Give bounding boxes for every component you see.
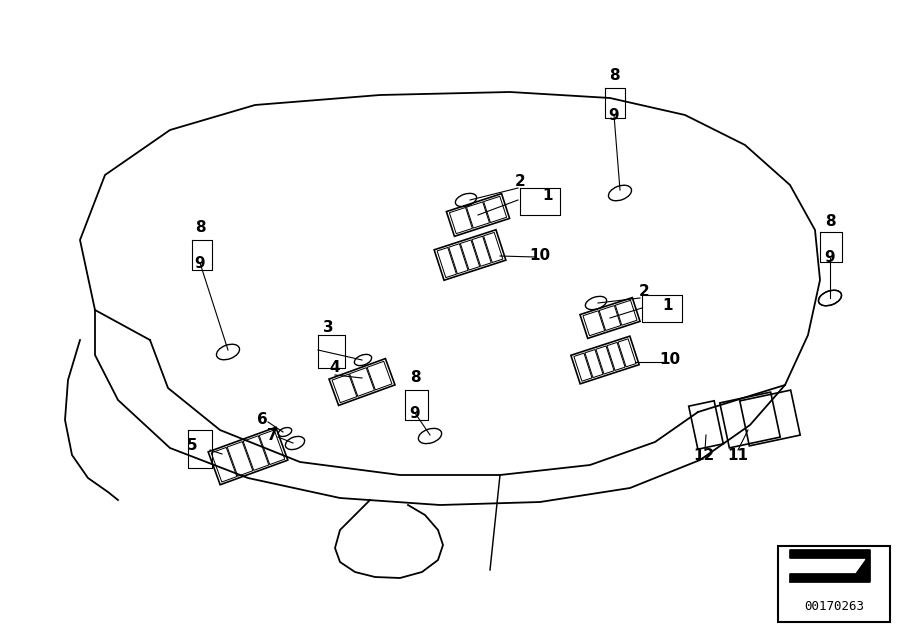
Text: 2: 2 (515, 174, 526, 190)
Bar (618, 339, 636, 367)
Bar (212, 447, 237, 482)
Text: 11: 11 (727, 448, 749, 462)
Bar (208, 427, 288, 485)
Text: 9: 9 (824, 251, 835, 265)
Bar (616, 300, 637, 325)
Bar (740, 390, 800, 446)
Text: 2: 2 (639, 284, 650, 300)
Bar (449, 244, 468, 274)
Bar (460, 240, 480, 270)
Bar (243, 436, 269, 471)
Bar (580, 298, 640, 338)
Text: 8: 8 (194, 221, 205, 235)
Bar (596, 346, 614, 374)
Bar (599, 305, 621, 331)
Text: 1: 1 (662, 298, 673, 312)
Bar (434, 230, 506, 280)
Bar (332, 374, 357, 403)
Bar (329, 359, 395, 405)
Text: 9: 9 (608, 107, 619, 123)
Bar (466, 202, 490, 228)
Bar (367, 361, 392, 390)
Text: 10: 10 (660, 352, 680, 368)
Bar (585, 350, 603, 378)
Bar (720, 392, 780, 448)
Text: 6: 6 (256, 413, 267, 427)
Polygon shape (790, 550, 870, 582)
Bar (778, 546, 890, 622)
Bar (349, 368, 374, 396)
Text: 12: 12 (693, 448, 715, 462)
Bar (688, 401, 724, 449)
Text: 4: 4 (329, 361, 340, 375)
Bar (227, 441, 253, 476)
Bar (472, 236, 491, 266)
Bar (571, 336, 639, 384)
Text: 9: 9 (410, 406, 420, 420)
Text: 8: 8 (410, 371, 420, 385)
Bar (607, 342, 625, 370)
Bar (574, 353, 592, 381)
Text: 3: 3 (323, 321, 333, 336)
Text: 10: 10 (529, 247, 551, 263)
Text: 00170263: 00170263 (804, 600, 864, 613)
Bar (583, 311, 605, 336)
Text: 5: 5 (186, 438, 197, 452)
Text: 7: 7 (266, 427, 277, 443)
Bar (259, 430, 284, 464)
Bar (446, 194, 509, 237)
Text: 8: 8 (824, 214, 835, 230)
Text: 8: 8 (608, 67, 619, 83)
Bar (449, 207, 473, 233)
Text: 9: 9 (194, 256, 205, 270)
Text: 1: 1 (543, 188, 553, 202)
Bar (483, 232, 503, 263)
Bar (483, 197, 507, 223)
Bar (437, 247, 456, 277)
